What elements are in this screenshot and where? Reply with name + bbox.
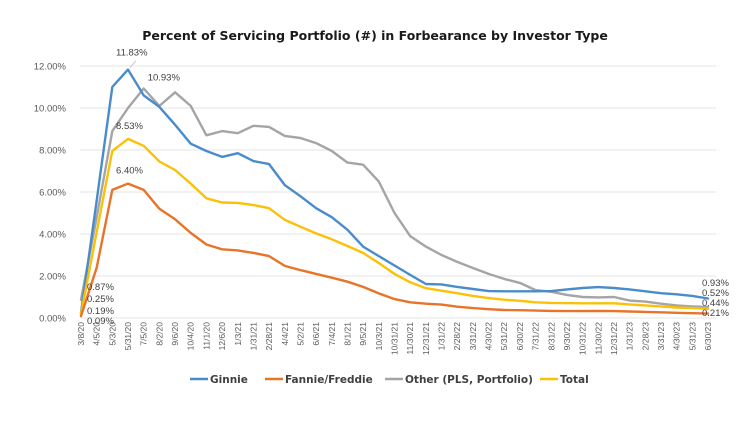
x-tick-label: 6/30/22 (515, 322, 525, 351)
legend-label: Ginnie (210, 374, 248, 386)
data-label: 0.87% (87, 282, 114, 293)
x-tick-label: 8/2/20 (154, 322, 164, 346)
x-tick-label: 8/1/21 (342, 322, 352, 346)
x-tick-label: 10/31/22 (578, 322, 588, 355)
x-tick-label: 1/31/21 (248, 322, 258, 351)
x-tick-label: 5/3/20 (107, 322, 117, 346)
y-tick-label: 12.00% (34, 62, 67, 73)
x-tick-label: 11/30/22 (593, 322, 603, 355)
label-leader-line (129, 60, 137, 68)
series-line-other-pls-portfolio (79, 87, 710, 309)
x-tick-label: 6/30/23 (703, 322, 713, 351)
data-label: 0.21% (702, 308, 729, 319)
x-tick-label: 4/30/23 (672, 322, 682, 351)
x-tick-label: 10/3/21 (374, 322, 384, 351)
x-tick-label: 12/31/22 (609, 322, 619, 355)
x-axis-ticks: 3/8/20 4/5/20 5/3/20 5/31/20 7/5/20 8/2/20 9/6… (76, 322, 713, 355)
x-tick-label: 11/1/20 (201, 322, 211, 350)
x-tick-label: 4/30/22 (484, 322, 494, 351)
series-line-total (79, 137, 710, 316)
data-label: 10.93% (148, 72, 181, 83)
x-tick-label: 2/28/21 (264, 322, 274, 351)
legend-label: Total (560, 374, 589, 386)
legend-item: Fannie/Freddie (265, 374, 373, 386)
data-label: 11.83% (116, 48, 148, 59)
x-tick-label: 2/28/23 (640, 322, 650, 351)
x-tick-label: 3/31/23 (656, 322, 666, 351)
data-label: 0.25% (87, 294, 114, 305)
x-tick-label: 1/3/21 (233, 322, 243, 346)
legend-label: Other (PLS, Portfolio) (405, 374, 533, 386)
x-tick-label: 6/6/21 (311, 322, 321, 346)
data-label: 0.44% (702, 298, 729, 309)
y-tick-label: 4.00% (39, 230, 66, 241)
y-tick-label: 0.00% (39, 314, 66, 325)
x-tick-label: 12/31/21 (421, 322, 431, 355)
data-label: 6.40% (116, 166, 143, 177)
data-label: 0.93% (702, 278, 729, 289)
series-line-ginnie (79, 68, 710, 314)
gridlines (80, 65, 716, 319)
legend-item: Other (PLS, Portfolio) (385, 374, 533, 386)
x-tick-label: 10/4/20 (186, 322, 196, 351)
x-tick-label: 1/31/22 (437, 322, 447, 351)
x-tick-label: 7/5/20 (139, 322, 149, 346)
legend-label: Fannie/Freddie (285, 374, 373, 386)
x-tick-label: 12/6/20 (217, 322, 227, 351)
data-label: 0.19% (87, 306, 114, 317)
legend-item: Ginnie (190, 374, 248, 386)
series-line-fannie-freddie (79, 182, 710, 318)
chart-title: Percent of Servicing Portfolio (#) in Fo… (142, 28, 608, 43)
x-tick-label: 5/2/21 (295, 322, 305, 346)
series-lines (79, 68, 710, 318)
x-tick-label: 10/31/21 (390, 322, 400, 355)
y-axis-ticks: 0.00% 2.00% 4.00% 6.00% 8.00% 10.00% 12.00% (34, 62, 67, 325)
x-tick-label: 3/31/22 (468, 322, 478, 351)
x-tick-label: 11/30/21 (405, 322, 415, 355)
x-tick-label: 1/31/23 (625, 322, 635, 351)
x-tick-label: 2/28/22 (452, 322, 462, 351)
x-tick-label: 9/30/22 (562, 322, 572, 351)
data-label: 8.53% (116, 121, 143, 132)
legend: Ginnie Fannie/Freddie Other (PLS, Portfoli… (190, 374, 589, 386)
legend-item: Total (540, 374, 589, 386)
x-tick-label: 5/31/23 (687, 322, 697, 351)
x-tick-label: 5/31/20 (123, 322, 133, 351)
x-tick-label: 4/4/21 (280, 322, 290, 346)
x-tick-label: 5/31/22 (499, 322, 509, 351)
x-tick-label: 8/31/22 (546, 322, 556, 351)
x-tick-label: 9/5/21 (358, 322, 368, 346)
x-tick-label: 3/8/20 (76, 322, 86, 346)
y-tick-label: 10.00% (34, 104, 67, 115)
x-tick-label: 7/4/21 (327, 322, 337, 346)
x-tick-label: 4/5/20 (92, 322, 102, 346)
data-label: 0.09% (87, 316, 114, 327)
data-label: 0.52% (702, 288, 729, 299)
x-tick-label: 9/6/20 (170, 322, 180, 346)
data-labels: 11.83% 10.93% 8.53% 6.40% 0.87%0.25%0.19%0.0… (87, 48, 729, 327)
x-tick-label: 7/31/22 (531, 322, 541, 351)
y-tick-label: 2.00% (39, 272, 66, 283)
y-tick-label: 8.00% (39, 146, 66, 157)
y-tick-label: 6.00% (39, 188, 66, 199)
